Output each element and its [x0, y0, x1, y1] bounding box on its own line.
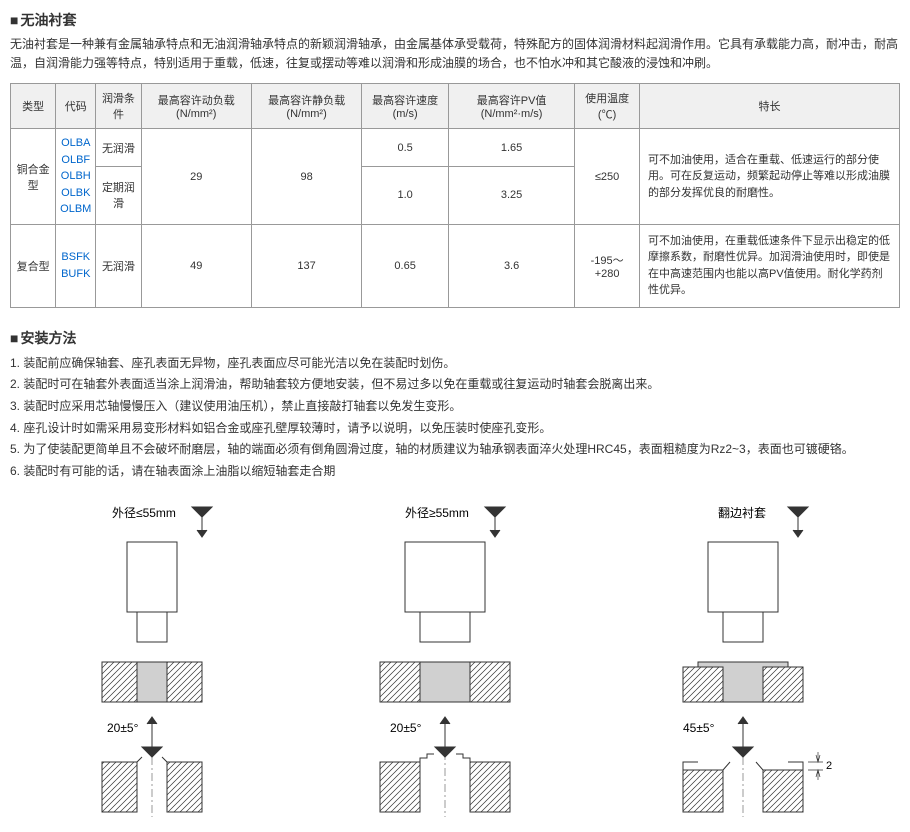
- spec-table: 类型 代码 润滑条件 最高容许动负载 (N/mm²) 最高容许静负载 (N/mm…: [10, 83, 900, 308]
- th-lube: 润滑条件: [96, 84, 141, 129]
- section-oilless-bushing: 无油衬套 无油衬套是一种兼有金属轴承特点和无油润滑轴承特点的新颖润滑轴承，由金属…: [10, 10, 900, 308]
- diagram-2: 外径≥55mm 20±5°: [335, 502, 555, 822]
- code-olba[interactable]: OLBA: [60, 135, 91, 152]
- install-item-4: 4. 座孔设计时如需采用易变形材料如铝合金或座孔壁厚较薄时，请予以说明，以免压装…: [10, 418, 900, 440]
- cell-codes-copper: OLBA OLBF OLBH OLBK OLBM: [56, 129, 96, 225]
- d3-angle: 45±5°: [683, 721, 715, 735]
- code-olbm[interactable]: OLBM: [60, 201, 91, 218]
- install-item-2: 2. 装配时可在轴套外表面适当涂上润滑油，帮助轴套较方便地安装，但不易过多以免在…: [10, 374, 900, 396]
- install-item-5: 5. 为了使装配更简单且不会破坏耐磨层，轴的端面必须有倒角圆滑过度，轴的材质建议…: [10, 439, 900, 461]
- th-dyn: 最高容许动负载 (N/mm²): [141, 84, 251, 129]
- th-stat: 最高容许静负载 (N/mm²): [251, 84, 361, 129]
- cell-dyn-comp: 49: [141, 224, 251, 307]
- th-type: 类型: [11, 84, 56, 129]
- cell-temp-copper: ≤250: [575, 129, 640, 225]
- code-olbh[interactable]: OLBH: [60, 168, 91, 185]
- d2-angle: 20±5°: [390, 721, 422, 735]
- th-pv: 最高容许PV值 (N/mm²·m/s): [449, 84, 575, 129]
- th-speed: 最高容许速度 (m/s): [362, 84, 449, 129]
- diagram-3: 翻边衬套 45±5° 2: [638, 502, 858, 822]
- d1-angle: 20±5°: [107, 721, 139, 735]
- diagram-1: 外径≤55mm 20±5°: [52, 502, 252, 822]
- cell-speed2: 1.0: [362, 166, 449, 224]
- diagram-3-svg: 翻边衬套 45±5° 2: [638, 502, 858, 822]
- install-list: 1. 装配前应确保轴套、座孔表面无异物，座孔表面应尽可能光洁以免在装配时划伤。 …: [10, 353, 900, 483]
- th-feature: 特长: [640, 84, 900, 129]
- cell-speed-comp: 0.65: [362, 224, 449, 307]
- cell-pv-comp: 3.6: [449, 224, 575, 307]
- section1-title: 无油衬套: [10, 10, 900, 30]
- cell-type-composite: 复合型: [11, 224, 56, 307]
- cell-temp-comp: -195～+280: [575, 224, 640, 307]
- cell-dyn-copper: 29: [141, 129, 251, 225]
- code-bufk[interactable]: BUFK: [60, 266, 91, 283]
- code-bsfk[interactable]: BSFK: [60, 249, 91, 266]
- install-item-1: 1. 装配前应确保轴套、座孔表面无异物，座孔表面应尽可能光洁以免在装配时划伤。: [10, 353, 900, 375]
- cell-speed1: 0.5: [362, 129, 449, 166]
- section-install: 安装方法 1. 装配前应确保轴套、座孔表面无异物，座孔表面应尽可能光洁以免在装配…: [10, 328, 900, 823]
- th-temp: 使用温度 (℃): [575, 84, 640, 129]
- d3-dim: 2: [826, 760, 832, 772]
- th-code: 代码: [56, 84, 96, 129]
- cell-stat-copper: 98: [251, 129, 361, 225]
- cell-codes-composite: BSFK BUFK: [56, 224, 96, 307]
- cell-cond1: 无润滑: [96, 129, 141, 166]
- diagram-2-svg: 外径≥55mm 20±5°: [335, 502, 555, 822]
- cell-cond-comp: 无润滑: [96, 224, 141, 307]
- diagram-row: 外径≤55mm 20±5°: [10, 502, 900, 822]
- cell-stat-comp: 137: [251, 224, 361, 307]
- d2-label: 外径≥55mm: [405, 506, 469, 520]
- cell-feature-comp: 可不加油使用，在重载低速条件下显示出稳定的低摩擦系数，耐磨性优异。加润滑油使用时…: [640, 224, 900, 307]
- cell-pv1: 1.65: [449, 129, 575, 166]
- cell-type-copper: 铜合金型: [11, 129, 56, 225]
- intro-text: 无油衬套是一种兼有金属轴承特点和无油润滑轴承特点的新颖润滑轴承，由金属基体承受载…: [10, 35, 900, 73]
- section2-title: 安装方法: [10, 328, 900, 348]
- d1-label: 外径≤55mm: [112, 506, 176, 520]
- code-olbk[interactable]: OLBK: [60, 185, 91, 202]
- d3-label: 翻边衬套: [718, 506, 766, 520]
- cell-pv2: 3.25: [449, 166, 575, 224]
- install-item-3: 3. 装配时应采用芯轴慢慢压入（建议使用油压机），禁止直接敲打轴套以免发生变形。: [10, 396, 900, 418]
- cell-feature-copper: 可不加油使用，适合在重载、低速运行的部分使用。可在反复运动，频繁起动停止等难以形…: [640, 129, 900, 225]
- install-item-6: 6. 装配时有可能的话，请在轴表面涂上油脂以缩短轴套走合期: [10, 461, 900, 483]
- cell-cond2: 定期润滑: [96, 166, 141, 224]
- code-olbf[interactable]: OLBF: [60, 152, 91, 169]
- diagram-1-svg: 外径≤55mm 20±5°: [52, 502, 252, 822]
